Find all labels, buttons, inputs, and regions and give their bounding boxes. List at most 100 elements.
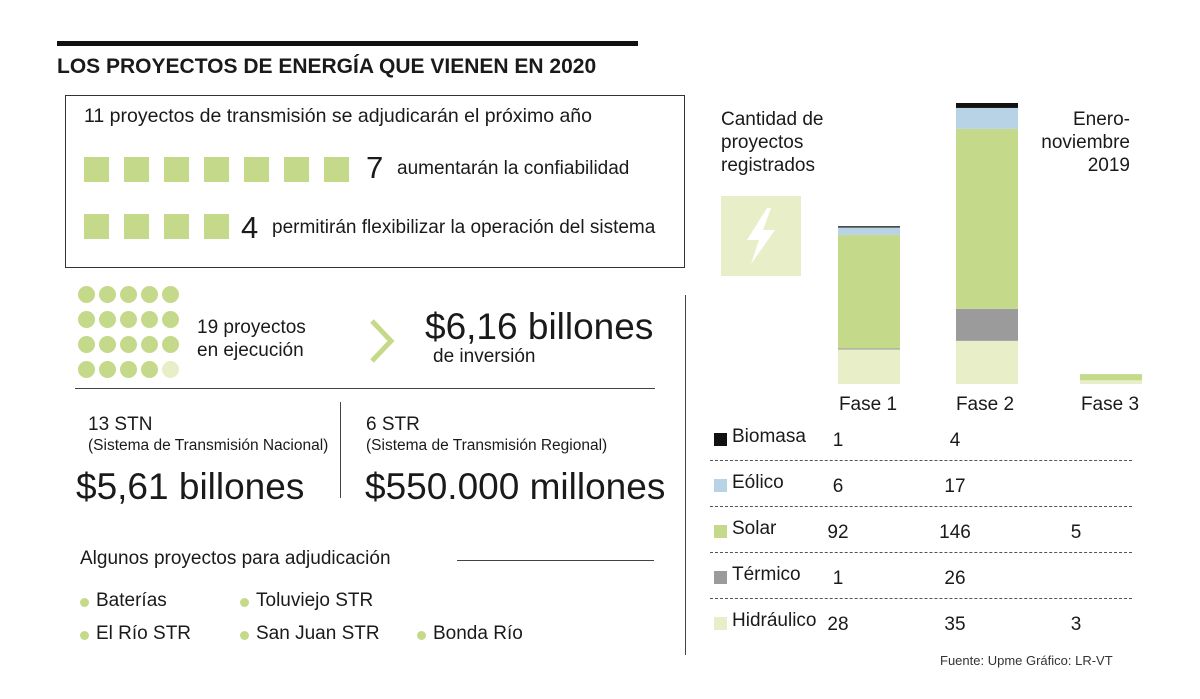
- bar-segment-elico: [838, 227, 900, 235]
- legend-label: Eólico: [732, 472, 784, 493]
- bar-segment-trmico: [956, 308, 1018, 341]
- project-square: [204, 157, 229, 182]
- legend-swatch: [714, 525, 727, 538]
- stn-amount: $5,61 billones: [76, 466, 305, 507]
- project-dot: [78, 286, 95, 303]
- legend-label: Hidráulico: [732, 610, 817, 631]
- adjudication-rule: [457, 560, 654, 561]
- flexibility-squares: [84, 214, 244, 239]
- execution-line2: en ejecución: [197, 340, 304, 361]
- stn-count: 13 STN: [88, 414, 153, 435]
- data-value: 92: [827, 522, 849, 543]
- category-label: Fase 1: [838, 394, 898, 415]
- project-square: [284, 157, 309, 182]
- project-item: Baterías: [96, 590, 167, 611]
- bar-segment-hidrulico: [956, 340, 1018, 384]
- project-dot: [162, 311, 179, 328]
- lightning-bolt-icon: [747, 208, 775, 264]
- legend-label: Solar: [732, 518, 777, 539]
- row-divider: [710, 460, 1132, 461]
- divider: [75, 388, 655, 389]
- page-title: LOS PROYECTOS DE ENERGÍA QUE VIENEN EN 2…: [57, 55, 597, 78]
- investment-label: de inversión: [433, 346, 536, 367]
- bar-segment-trmico: [838, 348, 900, 350]
- bar-segment-biomasa: [838, 226, 900, 228]
- project-square: [164, 157, 189, 182]
- stacked-bar-chart: [838, 103, 1142, 384]
- chart-period: Enero-noviembre 2019: [1041, 109, 1130, 176]
- project-dot: [120, 311, 137, 328]
- project-dot: [99, 286, 116, 303]
- bullet-icon: [417, 631, 426, 640]
- stn-str-divider: [340, 402, 341, 498]
- project-dot: [120, 336, 137, 353]
- investment-amount: $6,16 billones: [425, 306, 654, 347]
- stn-name: (Sistema de Transmisión Nacional): [88, 437, 329, 454]
- project-square: [164, 214, 189, 239]
- transmission-box: [65, 95, 685, 268]
- bar-segment-solar: [956, 128, 1018, 309]
- project-dot: [141, 286, 158, 303]
- reliability-count: 7: [366, 150, 384, 185]
- data-value: 1: [832, 430, 844, 451]
- flexibility-count: 4: [241, 210, 259, 245]
- project-square: [124, 157, 149, 182]
- bar-segment-solar: [1080, 374, 1142, 381]
- source-note: Fuente: Upme Gráfico: LR-VT: [940, 653, 1113, 668]
- reliability-squares: [84, 157, 364, 182]
- bar-segment-hidrulico: [838, 349, 900, 384]
- bullet-icon: [80, 631, 89, 640]
- bar-segment-elico: [956, 107, 1018, 129]
- projects-dot-grid: [78, 286, 188, 378]
- title-rule: [57, 41, 638, 46]
- project-square: [124, 214, 149, 239]
- legend-swatch: [714, 571, 727, 584]
- data-value: 4: [949, 430, 961, 451]
- adjudication-title: Algunos proyectos para adjudicación: [80, 548, 391, 569]
- project-square: [84, 157, 109, 182]
- project-dot: [99, 336, 116, 353]
- project-dot: [141, 361, 158, 378]
- bullet-icon: [80, 598, 89, 607]
- project-square: [204, 214, 229, 239]
- data-value: 26: [944, 568, 966, 589]
- project-item: Bonda Río: [433, 623, 523, 644]
- str-amount: $550.000 millones: [365, 466, 666, 507]
- project-dot: [78, 361, 95, 378]
- str-name: (Sistema de Transmisión Regional): [366, 437, 608, 454]
- bar-segment-hidrulico: [1080, 380, 1142, 384]
- data-value: 5: [1070, 522, 1082, 543]
- project-dot: [99, 311, 116, 328]
- lightning-tile: [721, 196, 801, 276]
- str-count: 6 STR: [366, 414, 420, 435]
- data-value: 6: [832, 476, 844, 497]
- project-dot: [162, 336, 179, 353]
- bullet-icon: [240, 631, 249, 640]
- data-value: 35: [944, 614, 966, 635]
- data-table: Biomasa 1 4 Eólico 6 17 Solar 92 146 5 Térmico 1 26 H…: [700, 420, 1140, 650]
- legend-swatch: [714, 617, 727, 630]
- project-dot: [162, 286, 179, 303]
- project-dot: [141, 311, 158, 328]
- bullet-icon: [240, 598, 249, 607]
- execution-line1: 19 proyectos: [197, 317, 306, 338]
- project-dot: [141, 336, 158, 353]
- project-square: [244, 157, 269, 182]
- category-label: Fase 3: [1080, 394, 1140, 415]
- data-value: 17: [944, 476, 966, 497]
- row-divider: [710, 506, 1132, 507]
- flexibility-text: permitirán flexibilizar la operación del…: [272, 217, 656, 238]
- reliability-text: aumentarán la confiabilidad: [397, 158, 630, 179]
- project-dot: [99, 361, 116, 378]
- data-value: 1: [832, 568, 844, 589]
- data-value: 3: [1070, 614, 1082, 635]
- bar-segment-solar: [838, 234, 900, 349]
- project-square: [324, 157, 349, 182]
- legend-label: Biomasa: [732, 426, 806, 447]
- row-divider: [710, 552, 1132, 553]
- project-item: San Juan STR: [256, 623, 380, 644]
- legend-label: Térmico: [732, 564, 801, 585]
- section-divider: [685, 295, 686, 655]
- project-square: [84, 214, 109, 239]
- project-item: Toluviejo STR: [256, 590, 374, 611]
